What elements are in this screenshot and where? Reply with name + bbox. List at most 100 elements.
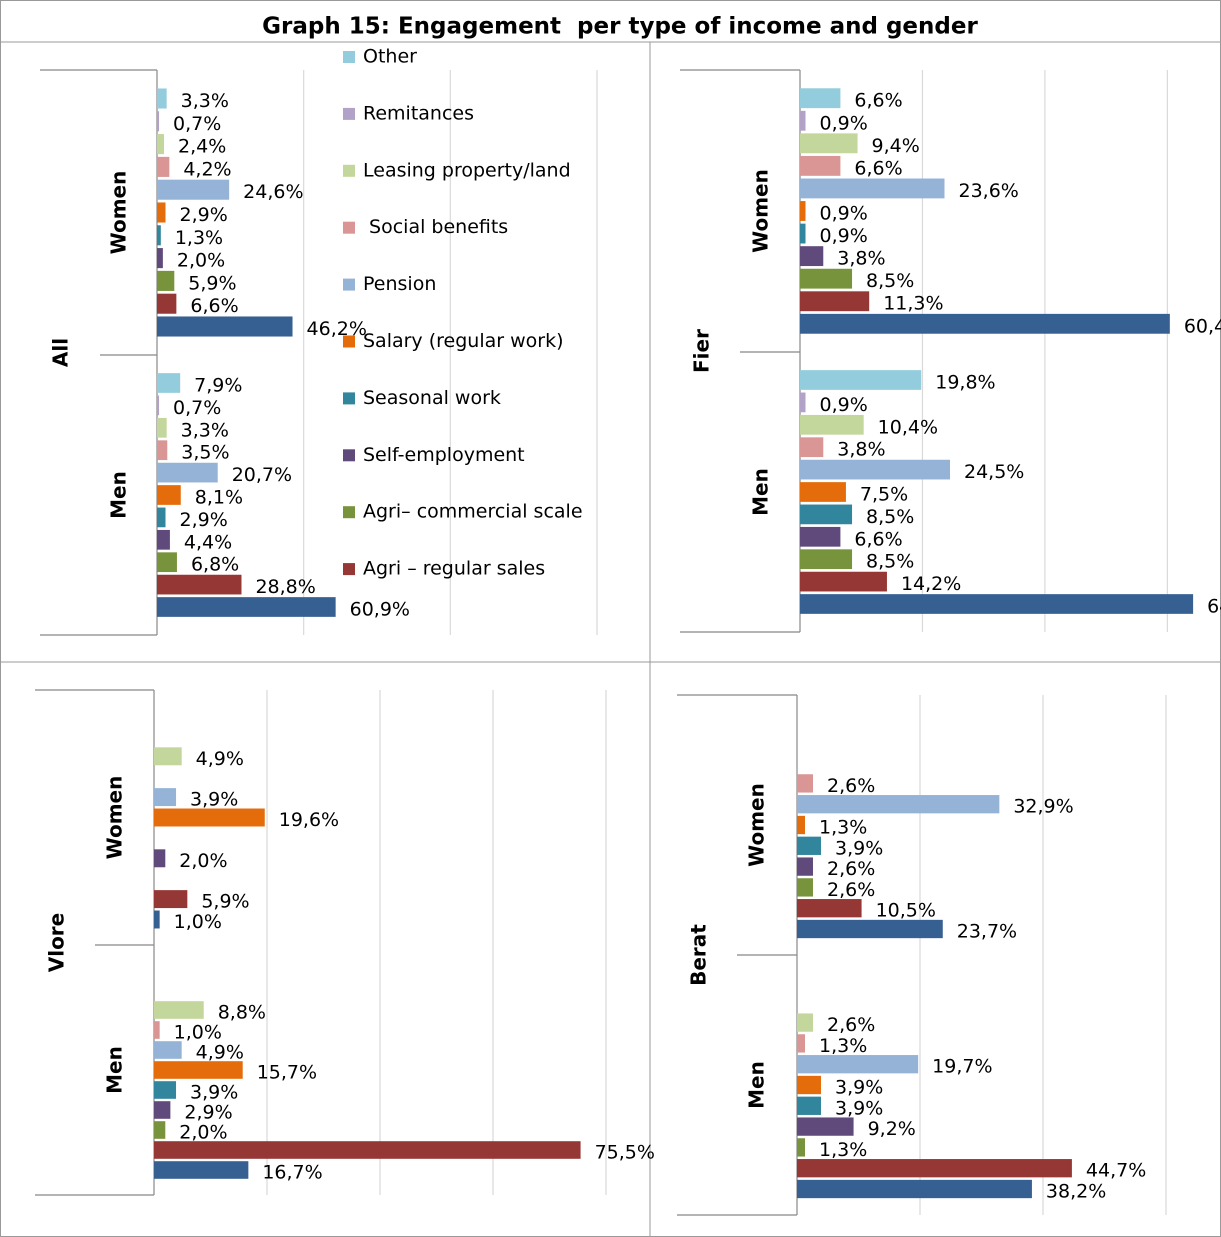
bar [800,246,824,267]
value-label: 75,5% [595,1142,655,1164]
bar [797,1075,821,1095]
bar [157,270,175,291]
bar [797,1034,805,1053]
value-label: 60,4% [1184,315,1221,337]
bar [157,440,168,461]
bar [154,849,166,868]
value-label: 23,6% [959,180,1019,202]
bar [797,857,813,876]
category-label: Men [749,468,773,516]
value-label: 1,0% [174,1022,222,1044]
value-label: 6,6% [854,90,902,112]
bar [157,134,165,155]
value-label: 24,6% [243,181,303,203]
category-label: Women [749,169,773,253]
value-label: 3,5% [181,442,229,464]
value-label: 3,8% [837,439,885,461]
value-label: 4,4% [184,531,232,553]
value-label: 0,7% [173,397,221,419]
value-label: 5,9% [188,272,236,294]
legend-label: Remitances [363,102,474,124]
bar [154,1081,177,1099]
bar [157,373,181,393]
bar [157,462,218,483]
value-label: 14,2% [901,573,961,595]
bar [154,747,182,766]
bar [154,1121,166,1139]
bar [157,316,293,337]
value-label: 2,0% [179,850,227,872]
bar [154,910,160,929]
value-label: 64,2% [1207,596,1221,618]
value-label: 2,0% [177,250,225,272]
value-label: 4,9% [196,748,244,770]
legend-label: Leasing property/land [363,159,571,181]
legend-label: Self-employment [363,444,525,466]
legend-swatch [343,392,355,405]
bar [154,808,265,827]
value-label: 2,4% [178,136,226,158]
value-label: 6,6% [854,528,902,550]
bar [797,795,1000,814]
bar [797,878,813,897]
bar [800,392,806,413]
value-label: 11,3% [883,293,943,315]
bar [154,1001,204,1019]
bar [800,88,841,109]
bar [154,1141,581,1159]
value-label: 4,9% [196,1042,244,1064]
value-label: 3,9% [835,1097,883,1119]
bar [800,201,806,221]
value-label: 3,9% [835,1077,883,1099]
bar [157,574,242,595]
legend-swatch [343,221,355,234]
value-label: 8,1% [195,487,243,509]
value-label: 3,9% [190,789,238,811]
value-label: 16,7% [262,1162,322,1184]
bar [797,899,862,918]
bar [797,1159,1072,1178]
bar [797,1179,1032,1199]
value-label: 19,8% [935,372,995,394]
category-label: Women [745,783,769,867]
value-label: 6,8% [191,554,239,576]
value-label: 23,7% [957,921,1017,943]
legend-swatch [343,449,355,462]
value-label: 5,9% [201,891,249,913]
bar [800,549,853,570]
value-label: 0,9% [820,225,868,247]
legend-swatch [343,506,355,519]
value-label: 3,3% [181,90,229,112]
legend-label: Other [363,46,417,68]
panel-label: Fier [690,329,714,373]
bar [157,293,177,314]
bar [800,291,870,312]
bar [797,1138,805,1157]
bar [797,919,943,939]
value-label: 6,6% [190,295,238,317]
value-label: 0,9% [820,203,868,225]
value-label: 3,9% [190,1082,238,1104]
category-label: Women [107,171,131,255]
value-label: 32,9% [1013,796,1073,818]
panel-label: Vlore [45,913,69,973]
bar [800,223,806,244]
legend-swatch [343,335,355,348]
bar [800,313,1170,334]
bar [800,178,945,199]
legend-label: Agri – regular sales [363,558,545,580]
category-label: Women [103,776,127,860]
value-label: 1,3% [819,1139,867,1161]
value-label: 10,4% [878,416,938,438]
bar [154,788,177,807]
value-label: 2,9% [184,1102,232,1124]
bar [797,815,805,835]
bar [157,111,160,132]
bar [154,1021,160,1039]
legend-swatch [343,164,355,177]
bar [157,552,177,573]
bar [797,1096,821,1115]
category-label: Men [745,1061,769,1109]
bar [157,156,170,177]
